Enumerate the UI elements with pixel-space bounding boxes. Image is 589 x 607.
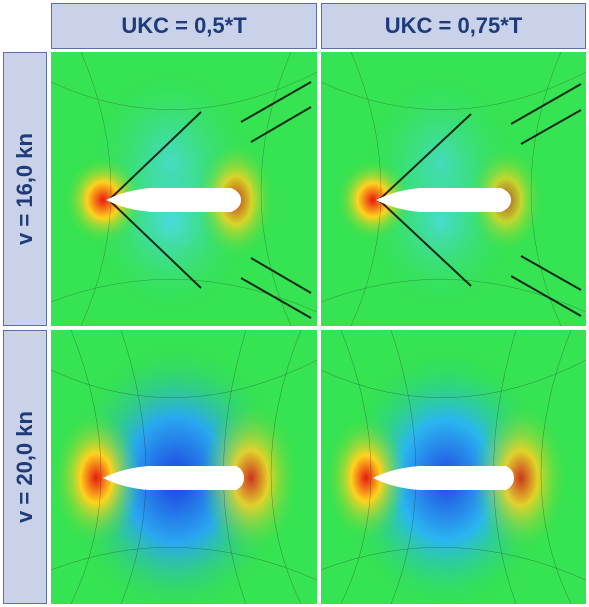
- row-header-label: v = 16,0 kn: [12, 133, 38, 245]
- wave-pattern-image-16kn-ukc-0-75: [321, 52, 586, 326]
- wave-pattern-image-20kn-ukc-0-5: [51, 330, 317, 604]
- column-header-ukc-0-5: UKC = 0,5*T: [51, 3, 317, 49]
- column-header-ukc-0-75: UKC = 0,75*T: [321, 3, 586, 49]
- row-header-20kn: v = 20,0 kn: [3, 330, 47, 604]
- row-header-label: v = 20,0 kn: [12, 411, 38, 523]
- wave-pattern-image-20kn-ukc-0-75: [321, 330, 586, 604]
- wave-pattern-image-16kn-ukc-0-5: [51, 52, 317, 326]
- row-header-16kn: v = 16,0 kn: [3, 52, 47, 326]
- column-header-label: UKC = 0,75*T: [384, 13, 523, 38]
- column-header-label: UKC = 0,5*T: [121, 13, 247, 38]
